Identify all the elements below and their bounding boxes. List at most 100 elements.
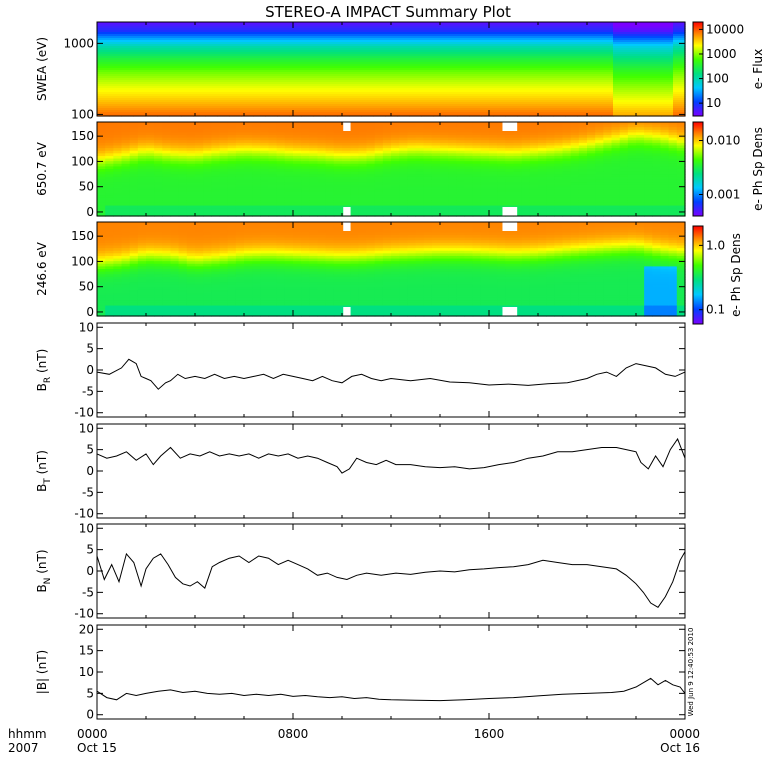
pad650-heatmap-cell: [178, 169, 188, 173]
swea-heatmap-cell: [613, 52, 626, 55]
pad650-heatmap-cell: [513, 174, 523, 178]
pad650-heatmap-cell: [350, 158, 359, 162]
pad650-heatmap-cell: [570, 171, 580, 175]
pad650-heatmap-cell: [423, 127, 433, 131]
swea-heatmap-cell: [517, 24, 530, 27]
swea-heatmap-cell: [553, 84, 566, 87]
swea-heatmap-cell: [445, 64, 458, 67]
swea-heatmap-cell: [625, 112, 638, 115]
swea-heatmap-cell: [385, 100, 398, 103]
swea-heatmap-cell: [385, 70, 398, 73]
pad650-ylabel: 650.7 eV: [35, 141, 49, 196]
swea-heatmap-cell: [601, 112, 614, 115]
pad650-heatmap-cell: [121, 200, 131, 204]
swea-heatmap-cell: [181, 54, 194, 57]
swea-heatmap-cell: [433, 30, 446, 33]
pad650-heatmap-cell: [391, 148, 400, 152]
swea-heatmap-cell: [601, 26, 614, 29]
pad650-heatmap-cell: [513, 210, 523, 214]
pad650-heatmap-cell: [497, 135, 506, 139]
pad650-heatmap-cell: [293, 213, 302, 217]
pad650-heatmap-cell: [619, 161, 629, 165]
swea-heatmap-cell: [133, 114, 146, 117]
pad650-heatmap-cell: [293, 127, 302, 131]
swea-heatmap-cell: [637, 110, 650, 113]
pad650-heatmap-cell: [644, 129, 653, 134]
pad650-heatmap-cell: [211, 179, 221, 183]
swea-heatmap-cell: [169, 56, 182, 59]
pad650-heatmap-cell: [309, 161, 319, 165]
swea-heatmap-cell: [541, 106, 554, 109]
swea-heatmap-cell: [457, 66, 470, 69]
swea-heatmap-cell: [253, 38, 266, 41]
pad650-heatmap-cell: [676, 197, 686, 201]
pad650-heatmap-cell: [382, 171, 392, 175]
swea-heatmap-cell: [517, 84, 530, 87]
swea-heatmap-cell: [529, 42, 542, 45]
swea-heatmap-cell: [481, 24, 494, 27]
swea-heatmap-cell: [565, 100, 578, 103]
pad650-heatmap-cell: [538, 171, 547, 175]
swea-heatmap-cell: [121, 100, 134, 103]
pad650-heatmap-cell: [333, 192, 343, 196]
swea-heatmap-cell: [145, 48, 158, 51]
pad650-heatmap-cell: [178, 142, 188, 147]
swea-heatmap-cell: [517, 106, 530, 109]
pad650-heatmap-cell: [529, 174, 539, 178]
swea-heatmap-cell: [97, 36, 110, 39]
pad650-heatmap-cell: [358, 174, 368, 178]
pad650-heatmap-cell: [570, 153, 580, 157]
swea-heatmap-cell: [649, 60, 662, 63]
pad650-heatmap-cell: [652, 197, 662, 201]
swea-heatmap-cell: [325, 76, 338, 79]
pad650-heatmap-cell: [480, 150, 490, 154]
swea-heatmap-cell: [121, 58, 134, 61]
pad650-heatmap-cell: [105, 171, 114, 175]
swea-heatmap-cell: [301, 52, 314, 55]
pad650-heatmap-cell: [211, 135, 221, 139]
pad650-heatmap-cell: [497, 132, 506, 136]
pad650-heatmap-cell: [366, 184, 376, 188]
pad650-heatmap-cell: [121, 205, 131, 209]
pad650-heatmap-cell: [668, 163, 678, 167]
pad650-heatmap-cell: [284, 127, 294, 131]
pad650-heatmap-cell: [382, 155, 392, 160]
swea-heatmap-cell: [361, 110, 374, 113]
pad650-heatmap-cell: [227, 166, 237, 170]
pad650-heatmap-cell: [538, 129, 547, 134]
pad650-heatmap-cell: [121, 129, 131, 134]
pad650-heatmap-cell: [538, 176, 547, 181]
pad650-heatmap-cell: [513, 158, 523, 162]
swea-heatmap-cell: [457, 92, 470, 95]
swea-heatmap-cell: [229, 102, 242, 105]
pad650-heatmap-cell: [472, 145, 482, 149]
pad650-heatmap-cell: [374, 169, 384, 173]
pad650-heatmap-cell: [186, 153, 196, 157]
swea-heatmap-cell: [445, 96, 458, 99]
pad650-heatmap-cell: [309, 122, 319, 126]
swea-heatmap-cell: [397, 96, 410, 99]
pad650-heatmap-cell: [342, 169, 351, 173]
pad650-heatmap-cell: [374, 187, 384, 191]
pad650-heatmap-cell: [186, 129, 196, 134]
pad650-heatmap-cell: [374, 208, 384, 212]
pad650-heatmap-cell: [464, 197, 474, 201]
swea-heatmap-cell: [385, 74, 398, 77]
pad650-heatmap-cell: [374, 200, 384, 204]
swea-heatmap-cell: [565, 40, 578, 43]
pad650-heatmap-cell: [325, 171, 335, 175]
pad650-heatmap-cell: [113, 174, 123, 178]
swea-heatmap-cell: [625, 100, 638, 103]
swea-heatmap-cell: [613, 24, 626, 27]
swea-heatmap-cell: [613, 36, 626, 39]
pad650-heatmap-cell: [121, 145, 131, 149]
pad650-heatmap-cell: [121, 192, 131, 196]
swea-heatmap-cell: [637, 90, 650, 93]
pad650-heatmap-cell: [627, 142, 637, 147]
swea-heatmap-cell: [529, 50, 542, 53]
swea-heatmap-cell: [445, 40, 458, 43]
pad650-heatmap-cell: [211, 187, 221, 191]
swea-heatmap-cell: [373, 84, 386, 87]
pad650-heatmap-cell: [521, 200, 531, 204]
